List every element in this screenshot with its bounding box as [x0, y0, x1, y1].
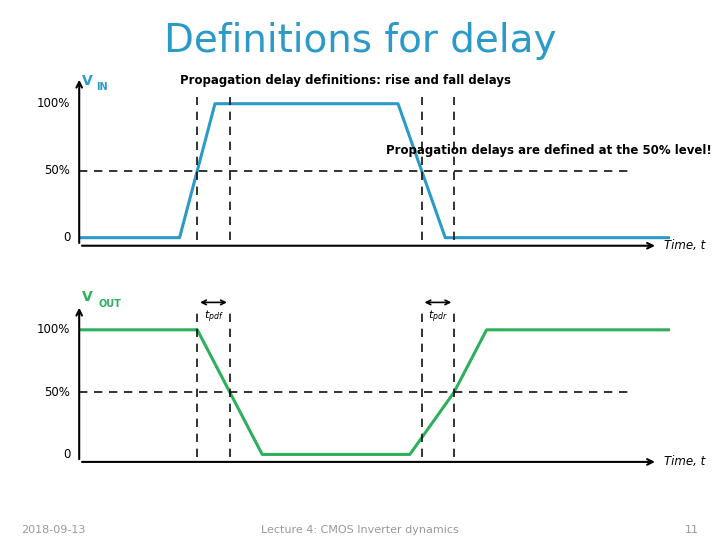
- Text: Definitions for delay: Definitions for delay: [163, 22, 557, 59]
- Text: 100%: 100%: [37, 97, 71, 110]
- Text: 50%: 50%: [45, 386, 71, 399]
- Text: Propagation delays are defined at the 50% level!: Propagation delays are defined at the 50…: [386, 144, 712, 157]
- Text: 100%: 100%: [37, 323, 71, 336]
- Text: 11: 11: [685, 524, 698, 535]
- Text: $t_{pdf}$: $t_{pdf}$: [204, 309, 223, 325]
- Text: Propagation delay definitions: rise and fall delays: Propagation delay definitions: rise and …: [179, 74, 510, 87]
- Text: 0: 0: [63, 448, 71, 461]
- Text: Time, t: Time, t: [664, 455, 705, 468]
- Text: 0: 0: [63, 231, 71, 244]
- Text: V: V: [82, 74, 93, 88]
- Text: Lecture 4: CMOS Inverter dynamics: Lecture 4: CMOS Inverter dynamics: [261, 524, 459, 535]
- Text: 2018-09-13: 2018-09-13: [22, 524, 86, 535]
- Text: 50%: 50%: [45, 164, 71, 177]
- Text: $t_{pdr}$: $t_{pdr}$: [428, 309, 448, 325]
- Text: OUT: OUT: [98, 299, 121, 309]
- Text: V: V: [82, 290, 93, 304]
- Text: Time, t: Time, t: [664, 239, 705, 252]
- Text: IN: IN: [96, 82, 107, 92]
